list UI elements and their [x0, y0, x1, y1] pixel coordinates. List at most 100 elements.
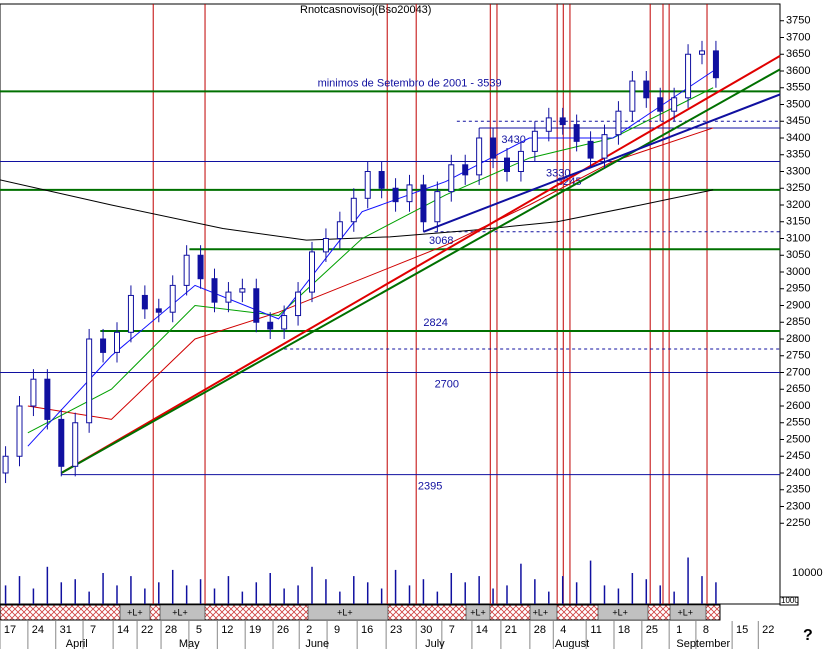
vol-tick-label: 10000	[792, 567, 823, 579]
x-tick-label: 14	[117, 624, 129, 636]
trend-line	[60, 68, 781, 474]
y-tick-label: 2700	[786, 366, 810, 378]
y-tick-label: 2650	[786, 383, 810, 395]
candle-body	[2, 455, 9, 474]
x-tick-label: 19	[249, 624, 261, 636]
band-label: +L+	[612, 607, 628, 617]
month-label: August	[555, 638, 589, 649]
chart-title: Rnotcasnovisoj(Bso20043)	[300, 4, 431, 16]
y-tick-label: 3750	[786, 15, 810, 27]
candle-body	[559, 117, 566, 126]
candle-body	[392, 187, 399, 203]
x-tick-label: 17	[4, 624, 16, 636]
y-tick-label: 2500	[786, 433, 810, 445]
y-tick-label: 3300	[786, 165, 810, 177]
candle-body	[225, 291, 232, 303]
y-tick-label: 2950	[786, 283, 810, 295]
month-label: June	[305, 638, 329, 649]
candle-body	[517, 150, 524, 172]
help-icon[interactable]: ?	[803, 627, 813, 644]
candle-body	[30, 378, 37, 407]
candle-body	[712, 50, 719, 79]
candle-body	[183, 254, 190, 286]
candle-body	[322, 238, 329, 253]
band-blocks	[119, 604, 707, 621]
y-tick-label: 2850	[786, 316, 810, 328]
band-label: +L+	[533, 607, 549, 617]
candle-body	[86, 338, 93, 424]
x-tick-label: 7	[449, 624, 455, 636]
candle-body	[573, 124, 580, 142]
y-tick-label: 2900	[786, 299, 810, 311]
y-tick-label: 2250	[786, 517, 810, 529]
level-label: 2824	[423, 317, 447, 329]
candle-body	[309, 251, 315, 293]
x-tick-label: 5	[196, 624, 202, 636]
candle-body	[295, 291, 302, 317]
month-label: May	[179, 638, 200, 649]
y-tick-label: 2550	[786, 417, 810, 429]
candle-body	[434, 191, 441, 223]
month-label: April	[66, 638, 88, 649]
band-label: +L+	[678, 607, 694, 617]
x-tick-label: 26	[277, 624, 289, 636]
x-tick-label: 23	[390, 624, 402, 636]
trend-line	[423, 93, 781, 233]
y-tick-label: 3700	[786, 31, 810, 43]
candle-body	[16, 405, 23, 457]
x-tick-label: 12	[221, 624, 233, 636]
band-label: +L+	[470, 607, 486, 617]
x-tick-label: 28	[165, 624, 177, 636]
candle-body	[685, 53, 692, 99]
x-tick-label: 7	[90, 624, 96, 636]
candle-body	[601, 134, 608, 159]
moving-average	[0, 179, 714, 241]
candle-body	[699, 50, 705, 55]
candle-body	[643, 80, 650, 99]
level-label: 3330	[546, 167, 570, 179]
month-label: July	[425, 638, 445, 649]
candle-body	[350, 197, 357, 223]
candle-body	[127, 294, 134, 333]
band-label: +L+	[337, 607, 353, 617]
candle-body	[587, 140, 594, 159]
x-tick-label: 21	[505, 624, 517, 636]
candle-body	[420, 184, 427, 223]
x-tick-label: 15	[736, 624, 748, 636]
x-tick-label: 30	[420, 624, 432, 636]
y-tick-label: 3400	[786, 132, 810, 144]
month-label: September	[676, 638, 730, 649]
band-label: +L+	[172, 607, 188, 617]
y-tick-label: 3100	[786, 232, 810, 244]
candle-body	[657, 97, 664, 112]
y-tick-label: 3250	[786, 182, 810, 194]
candle-body	[267, 321, 274, 330]
candle-body	[169, 284, 176, 313]
x-tick-label: 2	[306, 624, 312, 636]
x-tick-label: 25	[646, 624, 658, 636]
candle-body	[155, 308, 162, 313]
x-tick-label: 22	[141, 624, 153, 636]
y-tick-label: 3550	[786, 82, 810, 94]
x-tick-label: 9	[334, 624, 340, 636]
y-tick-label: 3650	[786, 48, 810, 60]
vol-note-box	[779, 596, 799, 606]
candle-body	[364, 171, 371, 199]
moving-average	[27, 87, 714, 434]
y-tick-label: 3050	[786, 249, 810, 261]
candle-body	[72, 422, 79, 467]
candle-body	[531, 130, 538, 152]
level-label: 3068	[429, 235, 453, 247]
candle-body	[197, 254, 204, 280]
candle-body	[253, 288, 260, 323]
candle-body	[378, 171, 385, 189]
candle-body	[671, 97, 678, 112]
y-tick-label: 3150	[786, 216, 810, 228]
candle-body	[281, 315, 288, 330]
candle-body	[545, 117, 552, 132]
moving-average	[27, 127, 714, 420]
y-tick-label: 2400	[786, 467, 810, 479]
x-tick-label: 16	[361, 624, 373, 636]
